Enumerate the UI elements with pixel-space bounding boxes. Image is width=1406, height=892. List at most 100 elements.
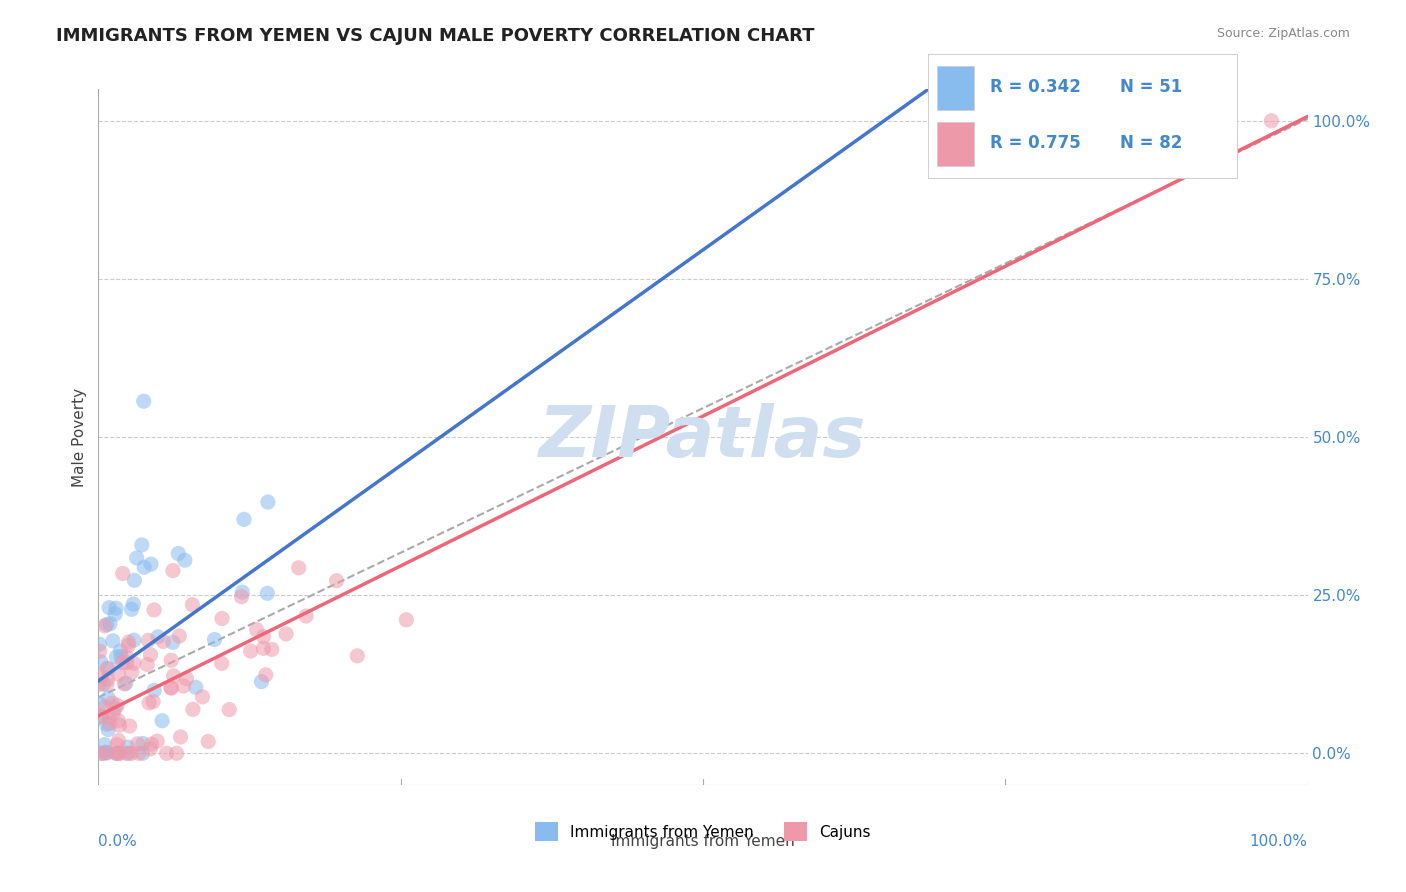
Cajuns xyxy=(162,564,184,578)
Cajuns xyxy=(139,742,162,756)
Cajuns xyxy=(143,603,166,617)
Immigrants from Yemen xyxy=(98,616,121,631)
Cajuns xyxy=(94,619,117,633)
Text: IMMIGRANTS FROM YEMEN VS CAJUN MALE POVERTY CORRELATION CHART: IMMIGRANTS FROM YEMEN VS CAJUN MALE POVE… xyxy=(56,27,814,45)
Cajuns xyxy=(120,747,142,761)
Immigrants from Yemen xyxy=(104,747,127,761)
Immigrants from Yemen xyxy=(93,677,115,691)
Cajuns xyxy=(111,566,134,581)
Cajuns xyxy=(111,656,134,670)
Cajuns xyxy=(118,719,141,733)
Cajuns xyxy=(127,737,149,751)
Cajuns xyxy=(211,657,233,671)
Cajuns xyxy=(274,627,297,641)
Cajuns xyxy=(89,644,111,658)
Cajuns xyxy=(121,665,143,680)
Cajuns xyxy=(117,747,139,761)
Immigrants from Yemen xyxy=(117,740,139,755)
Immigrants from Yemen xyxy=(250,674,273,689)
Cajuns xyxy=(141,737,163,751)
Cajuns xyxy=(246,623,269,637)
Cajuns xyxy=(105,738,128,752)
Immigrants from Yemen xyxy=(167,547,190,561)
Cajuns xyxy=(98,716,121,731)
Cajuns xyxy=(107,733,129,747)
Text: N = 82: N = 82 xyxy=(1119,135,1182,153)
Cajuns xyxy=(128,747,150,761)
Cajuns xyxy=(173,679,195,693)
Immigrants from Yemen xyxy=(89,637,111,651)
Immigrants from Yemen xyxy=(115,747,138,761)
Text: 0.0%: 0.0% xyxy=(98,834,138,848)
Cajuns xyxy=(146,734,169,748)
Cajuns xyxy=(107,714,129,728)
Cajuns xyxy=(254,668,277,682)
Cajuns xyxy=(160,681,183,695)
Cajuns xyxy=(181,598,204,612)
Immigrants from Yemen xyxy=(89,697,111,711)
Immigrants from Yemen xyxy=(93,738,115,752)
Text: 100.0%: 100.0% xyxy=(1250,834,1308,848)
Cajuns xyxy=(239,644,262,658)
Cajuns xyxy=(103,706,125,720)
Cajuns xyxy=(117,639,139,653)
Cajuns xyxy=(395,613,418,627)
Cajuns xyxy=(108,747,131,761)
Cajuns xyxy=(295,609,318,624)
Cajuns xyxy=(218,703,240,717)
Cajuns xyxy=(325,574,347,588)
Cajuns xyxy=(90,669,112,683)
Immigrants from Yemen xyxy=(134,560,156,574)
Immigrants from Yemen xyxy=(104,701,127,715)
Cajuns xyxy=(169,730,191,744)
Immigrants from Yemen xyxy=(257,495,280,509)
Cajuns xyxy=(87,677,110,691)
Text: R = 0.342: R = 0.342 xyxy=(990,78,1081,96)
Immigrants from Yemen xyxy=(90,655,112,669)
Immigrants from Yemen xyxy=(173,553,195,567)
Cajuns xyxy=(118,635,141,649)
Text: ZIPatlas: ZIPatlas xyxy=(540,402,866,472)
Immigrants from Yemen xyxy=(110,644,132,658)
Cajuns xyxy=(136,657,159,672)
Cajuns xyxy=(138,696,160,710)
Cajuns xyxy=(346,648,368,663)
Cajuns xyxy=(108,718,131,732)
Cajuns xyxy=(197,734,219,748)
Cajuns xyxy=(97,672,120,686)
Legend: Immigrants from Yemen, Cajuns: Immigrants from Yemen, Cajuns xyxy=(529,816,877,847)
Text: N = 51: N = 51 xyxy=(1119,78,1182,96)
Text: Immigrants from Yemen: Immigrants from Yemen xyxy=(612,834,794,848)
Immigrants from Yemen xyxy=(204,632,226,647)
Cajuns xyxy=(94,700,117,714)
Text: R = 0.775: R = 0.775 xyxy=(990,135,1081,153)
Cajuns xyxy=(96,661,118,675)
Cajuns xyxy=(136,633,159,648)
Immigrants from Yemen xyxy=(90,747,112,761)
Cajuns xyxy=(211,611,233,625)
Immigrants from Yemen xyxy=(122,597,145,611)
Immigrants from Yemen xyxy=(114,676,136,690)
Immigrants from Yemen xyxy=(105,649,128,664)
Immigrants from Yemen xyxy=(97,723,120,737)
Cajuns xyxy=(252,630,274,644)
Cajuns xyxy=(98,710,121,724)
Immigrants from Yemen xyxy=(231,585,253,599)
Immigrants from Yemen xyxy=(101,633,124,648)
Immigrants from Yemen xyxy=(233,512,256,526)
Immigrants from Yemen xyxy=(143,683,166,698)
Cajuns xyxy=(176,672,198,686)
Immigrants from Yemen xyxy=(94,745,117,759)
Immigrants from Yemen xyxy=(124,574,146,588)
Cajuns xyxy=(260,642,283,657)
Cajuns xyxy=(112,677,135,691)
Immigrants from Yemen xyxy=(132,394,155,409)
Cajuns xyxy=(231,590,253,604)
Immigrants from Yemen xyxy=(96,617,118,632)
Cajuns xyxy=(1260,113,1282,128)
Cajuns xyxy=(122,657,145,671)
Cajuns xyxy=(139,648,162,662)
Cajuns xyxy=(107,667,129,681)
Immigrants from Yemen xyxy=(146,630,169,644)
Cajuns xyxy=(101,696,124,710)
